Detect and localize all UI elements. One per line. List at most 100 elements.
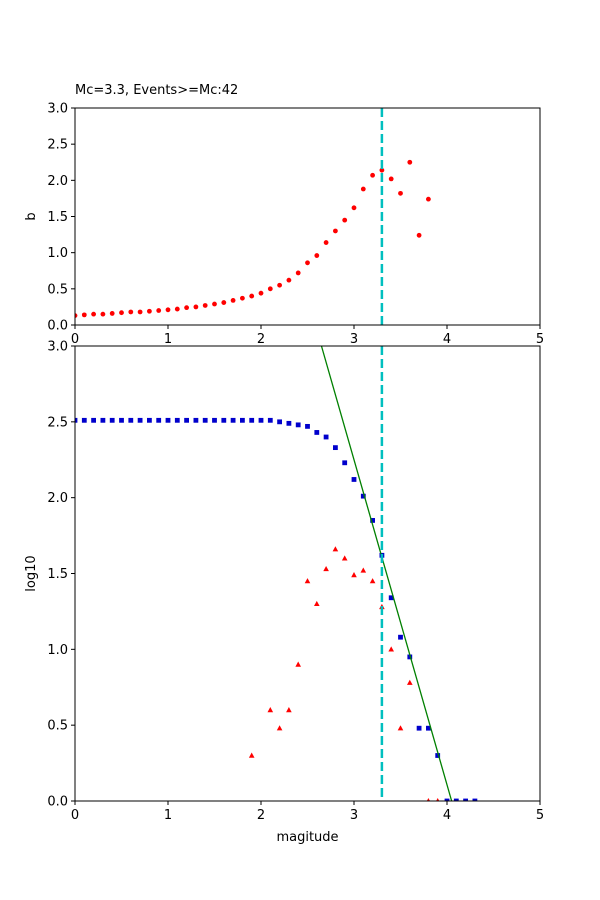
y-axis-label: log10 — [24, 555, 39, 591]
data-point — [370, 172, 375, 178]
data-point — [221, 417, 227, 423]
x-tick-label: 3 — [350, 808, 358, 823]
y-tick-label: 2.5 — [47, 415, 68, 430]
data-point — [407, 159, 413, 165]
data-point — [304, 578, 311, 584]
y-axis-label: b — [24, 212, 39, 220]
x-tick-label: 5 — [536, 332, 544, 347]
data-point — [81, 312, 87, 318]
data-point — [351, 572, 357, 578]
data-point — [453, 798, 459, 801]
data-point — [248, 752, 255, 758]
data-point — [249, 293, 255, 299]
data-point — [323, 434, 329, 440]
b-value-chart: 0 1 2 3 4 5 0.0 0.5 1.0 1.5 2.0 2.5 3.0 Mc=3.3, Event… — [24, 83, 544, 347]
fit-line — [320, 346, 453, 801]
data-point — [193, 417, 199, 423]
data-point — [137, 309, 143, 315]
x-tick-label: 2 — [257, 332, 265, 347]
data-point — [388, 646, 394, 652]
y-tick-label: 0.0 — [47, 319, 68, 334]
data-point — [156, 308, 162, 313]
y-tick-label: 1.5 — [47, 567, 68, 582]
data-point — [388, 595, 394, 601]
data-point — [91, 311, 96, 317]
data-point — [407, 679, 413, 685]
data-point — [370, 518, 375, 523]
data-point — [165, 307, 171, 313]
data-point — [295, 422, 301, 428]
data-point — [184, 305, 190, 311]
data-point — [258, 417, 264, 423]
data-point — [119, 310, 124, 316]
data-point — [75, 417, 78, 423]
data-point — [398, 190, 403, 196]
data-point — [472, 798, 478, 801]
data-point — [267, 707, 274, 713]
data-point — [174, 417, 180, 423]
y-tick-label: 0.5 — [47, 282, 68, 297]
data-point — [81, 417, 87, 423]
data-point — [398, 634, 403, 640]
data-point — [295, 661, 301, 667]
data-point — [426, 196, 431, 202]
data-point — [212, 417, 217, 423]
x-tick-label: 5 — [536, 808, 544, 823]
x-tick-label: 3 — [350, 332, 358, 347]
data-point — [314, 600, 320, 607]
data-point — [137, 417, 143, 423]
x-tick-label: 1 — [164, 332, 172, 347]
y-tick-label: 0.5 — [47, 719, 68, 734]
y-tick-label: 2.0 — [47, 174, 68, 189]
data-point — [435, 753, 441, 758]
data-point — [91, 417, 96, 423]
data-point — [360, 186, 366, 192]
data-point — [193, 304, 199, 310]
x-tick-label: 1 — [164, 808, 172, 823]
data-point — [128, 309, 134, 315]
data-point — [119, 417, 124, 423]
data-point — [147, 308, 152, 314]
data-point — [436, 798, 440, 801]
data-point — [332, 546, 339, 552]
data-point — [351, 477, 357, 482]
data-point — [109, 417, 115, 423]
data-point — [416, 725, 422, 731]
data-point — [184, 417, 189, 423]
data-point — [463, 798, 468, 801]
data-point — [323, 565, 329, 572]
data-point — [305, 260, 310, 266]
x-axis-label: magitude — [276, 830, 338, 845]
data-point — [342, 460, 348, 466]
data-point — [240, 295, 245, 301]
data-point — [323, 240, 329, 245]
data-point — [267, 286, 273, 292]
x-tick-label: 4 — [443, 808, 451, 823]
data-point — [342, 217, 348, 223]
data-point — [156, 417, 162, 423]
data-point — [305, 423, 310, 429]
data-point — [267, 417, 273, 423]
data-point — [333, 445, 338, 451]
y-tick-label: 1.0 — [47, 246, 68, 261]
data-point — [100, 417, 106, 423]
data-point — [426, 725, 431, 731]
x-tick-label: 0 — [71, 808, 79, 823]
data-point — [277, 282, 282, 288]
data-point — [202, 303, 208, 308]
data-point — [314, 430, 320, 435]
y-tick-label: 1.0 — [47, 643, 68, 658]
data-point — [286, 277, 292, 283]
data-point — [360, 567, 367, 573]
data-point — [75, 313, 78, 318]
data-point — [230, 417, 236, 423]
x-tick-label: 4 — [443, 332, 451, 347]
x-tick-label: 2 — [257, 808, 265, 823]
data-point — [444, 798, 450, 801]
data-point — [341, 555, 348, 561]
data-point — [276, 725, 283, 731]
data-point — [240, 417, 245, 423]
y-tick-label: 3.0 — [47, 340, 68, 355]
